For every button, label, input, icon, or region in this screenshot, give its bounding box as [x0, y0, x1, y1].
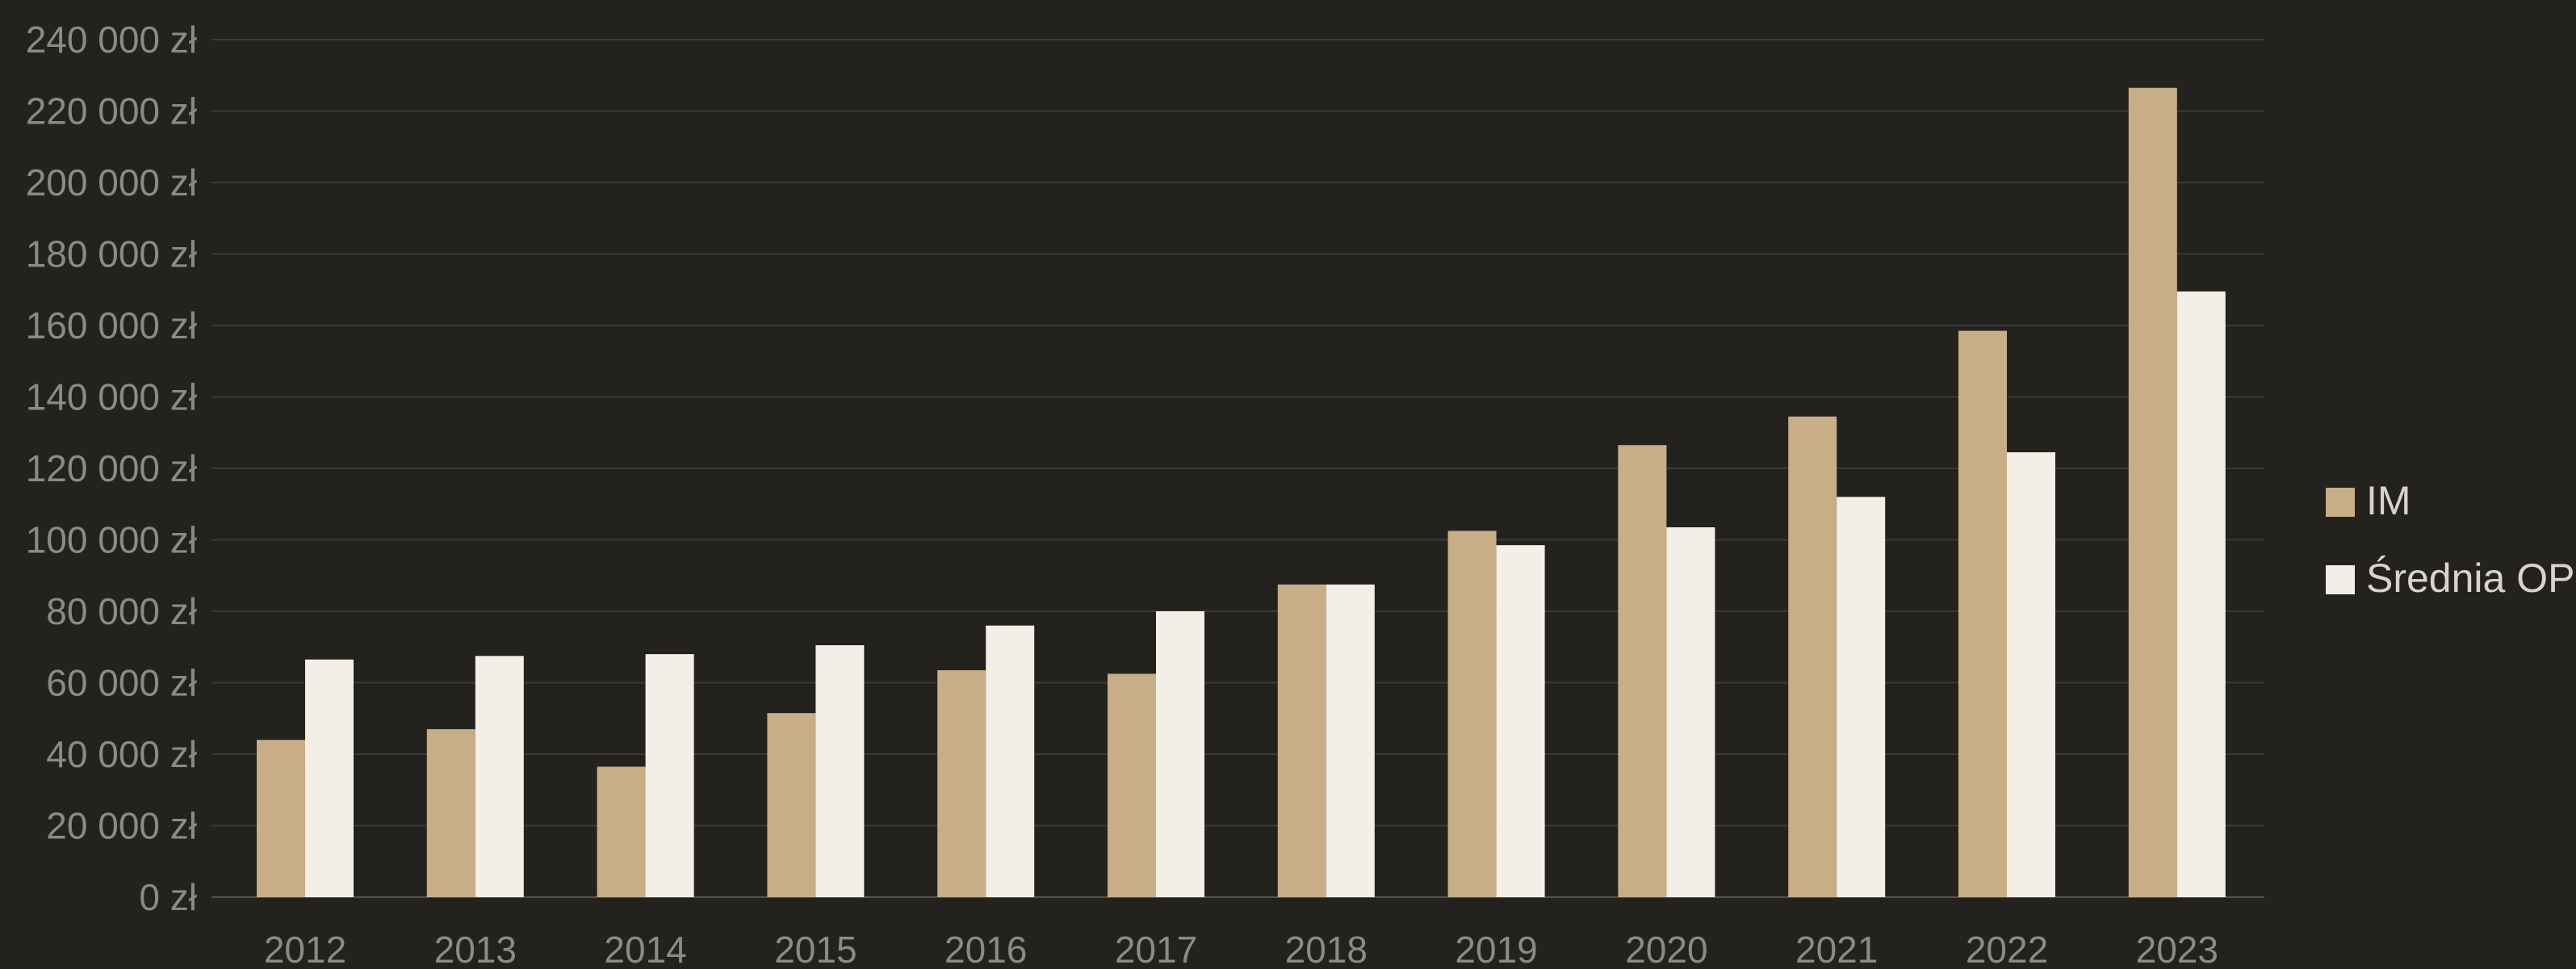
x-tick-label: 2015 — [774, 929, 857, 969]
y-axis-ticks: 0 zł 20 000 zł 40 000 zł 60 000 zł 80 000 zł… — [26, 19, 197, 918]
x-tick-label: 2017 — [1115, 929, 1197, 969]
bar-im-2012 — [257, 740, 305, 897]
bar-srednia-opp-2013 — [475, 656, 524, 897]
x-tick-label: 2020 — [1625, 929, 1707, 969]
legend-swatch — [2326, 565, 2355, 594]
bar-srednia-opp-2017 — [1156, 611, 1204, 897]
y-tick-label: 240 000 zł — [26, 19, 197, 61]
bar-srednia-opp-2016 — [986, 625, 1035, 897]
bar-srednia-opp-2014 — [645, 654, 694, 897]
x-tick-label: 2016 — [945, 929, 1027, 969]
bar-srednia-opp-2020 — [1666, 527, 1715, 897]
grid-lines — [212, 39, 2264, 898]
bar-im-2015 — [767, 713, 816, 897]
y-tick-label: 60 000 zł — [46, 662, 197, 704]
x-tick-label: 2021 — [1795, 929, 1878, 969]
y-tick-label: 160 000 zł — [26, 304, 197, 346]
x-tick-label: 2019 — [1455, 929, 1537, 969]
x-axis-ticks: 2012 2013 2014 2015 2016 2017 2018 2019 2020 2021… — [264, 929, 2218, 969]
bar-im-2019 — [1447, 531, 1497, 897]
bar-srednia-opp-2018 — [1326, 584, 1375, 897]
bar-srednia-opp-2021 — [1837, 497, 1886, 897]
y-tick-label: 220 000 zł — [26, 90, 197, 132]
bar-srednia-opp-2019 — [1496, 545, 1545, 897]
bar-im-2016 — [937, 670, 986, 897]
x-tick-label: 2013 — [434, 929, 517, 969]
bar-im-2022 — [1958, 330, 2007, 897]
x-tick-label: 2022 — [1966, 929, 2048, 969]
y-tick-label: 180 000 zł — [26, 233, 197, 275]
bars — [257, 87, 2226, 898]
bar-im-2014 — [597, 766, 646, 897]
y-tick-label: 100 000 zł — [26, 519, 197, 561]
x-tick-label: 2018 — [1285, 929, 1368, 969]
y-tick-label: 0 zł — [139, 876, 197, 918]
y-tick-label: 200 000 zł — [26, 162, 197, 203]
legend-swatch — [2326, 488, 2355, 517]
y-tick-label: 140 000 zł — [26, 376, 197, 418]
legend-label: IM — [2366, 478, 2411, 523]
bar-srednia-opp-2012 — [305, 659, 354, 897]
bar-srednia-opp-2023 — [2176, 291, 2226, 897]
bar-im-2023 — [2128, 87, 2177, 898]
bar-srednia-opp-2015 — [815, 645, 865, 897]
bar-im-2020 — [1618, 445, 1667, 897]
bar-im-2018 — [1277, 584, 1326, 897]
x-tick-label: 2014 — [604, 929, 686, 969]
bar-im-2013 — [426, 729, 475, 897]
legend-label: Średnia OPP — [2366, 555, 2576, 601]
y-tick-label: 40 000 zł — [46, 733, 197, 775]
legend: IM Średnia OPP — [2326, 478, 2576, 601]
bar-im-2021 — [1788, 416, 1837, 897]
y-tick-label: 80 000 zł — [46, 590, 197, 632]
x-tick-label: 2012 — [264, 929, 346, 969]
x-tick-label: 2023 — [2136, 929, 2218, 969]
bar-srednia-opp-2022 — [2007, 452, 2055, 897]
y-tick-label: 120 000 zł — [26, 447, 197, 489]
bar-im-2017 — [1108, 673, 1156, 897]
y-tick-label: 20 000 zł — [46, 805, 197, 847]
